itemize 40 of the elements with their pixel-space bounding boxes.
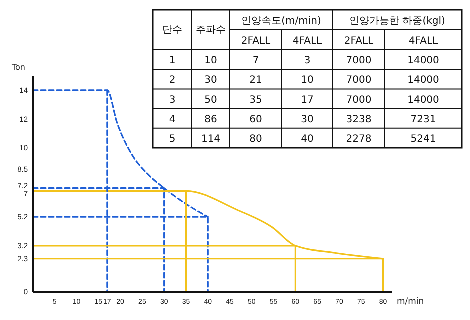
annotation: 10 bbox=[301, 75, 314, 86]
text: 10 bbox=[204, 56, 218, 67]
text: 4FALL bbox=[292, 36, 322, 47]
text: 인양속도(m/min) bbox=[242, 16, 322, 27]
x-axis-title: m/min bbox=[397, 297, 424, 307]
annotation: 86 bbox=[204, 114, 218, 126]
text: 14000 bbox=[408, 56, 440, 67]
text: 단수 bbox=[162, 25, 182, 36]
annotation: 30 bbox=[204, 75, 218, 86]
annotation: 114 bbox=[201, 134, 221, 145]
text: 4FALL bbox=[408, 36, 438, 47]
annotation: 80 bbox=[250, 134, 262, 145]
text: 14000 bbox=[408, 94, 440, 106]
annotation: 2278 bbox=[346, 134, 372, 145]
text: 3 bbox=[304, 56, 311, 67]
annotation: 60 bbox=[250, 114, 262, 126]
annotation: 21 bbox=[250, 75, 262, 86]
text: 인양가능한 하중(kgl) bbox=[350, 16, 446, 27]
annotation: 7000 bbox=[346, 94, 372, 106]
annotation: 17 bbox=[301, 94, 314, 106]
annotation: 35 bbox=[250, 94, 262, 106]
text: 2FALL bbox=[344, 36, 374, 47]
annotation: 50 bbox=[204, 94, 218, 106]
annotation: 40 bbox=[301, 134, 314, 145]
annotation: 5 bbox=[169, 134, 176, 145]
text: 2FALL bbox=[241, 36, 271, 47]
text: 7 bbox=[252, 56, 260, 67]
annotation: 3238 bbox=[346, 114, 372, 126]
annotation: 3 bbox=[169, 94, 176, 106]
y-axis-title: Ton bbox=[11, 63, 26, 72]
text: 7000 bbox=[346, 56, 372, 67]
annotation: 2 bbox=[169, 75, 176, 86]
text: 5241 bbox=[410, 134, 436, 145]
annotation: 4 bbox=[169, 114, 176, 126]
text: 주파수 bbox=[196, 25, 226, 36]
annotation: 30 bbox=[301, 114, 314, 126]
text: 14000 bbox=[408, 75, 440, 86]
text: 7231 bbox=[410, 114, 436, 126]
text: 1 bbox=[169, 56, 176, 67]
annotation: 7000 bbox=[346, 75, 372, 86]
